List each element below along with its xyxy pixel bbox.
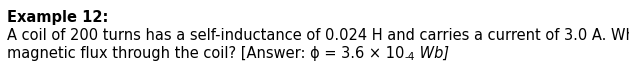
- Text: Example 12:: Example 12:: [7, 10, 108, 25]
- Text: A coil of 200 turns has a self-inductance of 0.024 H and carries a current of 3.: A coil of 200 turns has a self-inductanc…: [7, 28, 629, 43]
- Text: Wb]: Wb]: [415, 46, 449, 61]
- Text: magnetic flux through the coil? [Answer: ϕ = 3.6 × 10: magnetic flux through the coil? [Answer:…: [7, 46, 404, 61]
- Text: -4: -4: [404, 52, 415, 62]
